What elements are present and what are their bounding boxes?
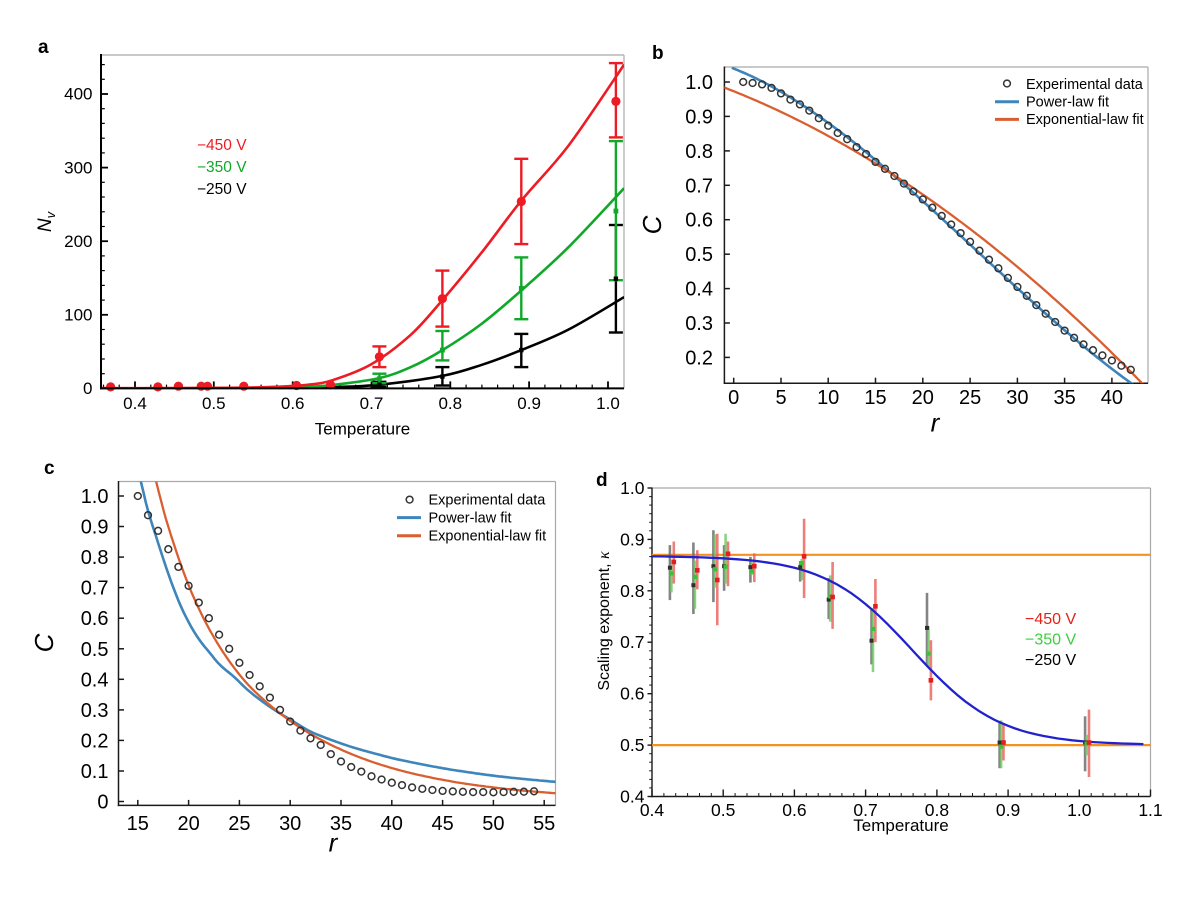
svg-text:0.7: 0.7 xyxy=(685,175,713,197)
svg-text:Exponential-law fit: Exponential-law fit xyxy=(1026,112,1144,128)
svg-text:0.4: 0.4 xyxy=(620,787,645,807)
svg-text:−250 V: −250 V xyxy=(197,181,247,198)
svg-text:0.3: 0.3 xyxy=(685,313,713,335)
svg-text:1.0: 1.0 xyxy=(685,72,713,94)
svg-text:d: d xyxy=(596,470,608,491)
svg-text:10: 10 xyxy=(817,387,839,409)
svg-text:C: C xyxy=(29,633,59,652)
svg-text:0.6: 0.6 xyxy=(685,210,713,232)
svg-text:40: 40 xyxy=(1101,387,1123,409)
svg-text:0.7: 0.7 xyxy=(620,632,644,652)
svg-text:0.5: 0.5 xyxy=(81,639,109,661)
svg-text:−250 V: −250 V xyxy=(1025,652,1076,669)
svg-text:0.8: 0.8 xyxy=(438,394,462,413)
svg-text:0.2: 0.2 xyxy=(81,730,109,752)
svg-text:Scaling exponent, κ: Scaling exponent, κ xyxy=(596,551,613,691)
svg-text:Power-law fit: Power-law fit xyxy=(1026,95,1109,111)
svg-text:1.0: 1.0 xyxy=(596,394,620,413)
svg-text:200: 200 xyxy=(64,232,92,251)
svg-text:25: 25 xyxy=(228,813,250,835)
svg-text:0.4: 0.4 xyxy=(640,800,665,820)
svg-text:b: b xyxy=(652,43,664,64)
svg-text:0: 0 xyxy=(97,792,108,814)
svg-text:20: 20 xyxy=(912,387,934,409)
svg-text:15: 15 xyxy=(127,813,149,835)
svg-text:0.2: 0.2 xyxy=(685,347,713,369)
svg-text:30: 30 xyxy=(279,813,301,835)
svg-text:30: 30 xyxy=(1006,387,1028,409)
svg-text:−450 V: −450 V xyxy=(1025,611,1076,628)
svg-text:40: 40 xyxy=(381,813,403,835)
svg-text:0.9: 0.9 xyxy=(517,394,541,413)
svg-text:0.4: 0.4 xyxy=(81,669,109,691)
svg-text:0.9: 0.9 xyxy=(996,800,1020,820)
svg-text:0.8: 0.8 xyxy=(81,547,109,569)
svg-text:C: C xyxy=(637,215,667,234)
svg-text:0.7: 0.7 xyxy=(81,578,109,600)
svg-text:0.8: 0.8 xyxy=(925,800,949,820)
svg-text:0.6: 0.6 xyxy=(782,800,806,820)
svg-text:0.6: 0.6 xyxy=(81,608,109,630)
svg-text:0.7: 0.7 xyxy=(360,394,384,413)
svg-text:Experimental data: Experimental data xyxy=(429,492,547,508)
svg-text:1.0: 1.0 xyxy=(1067,800,1092,820)
svg-text:0: 0 xyxy=(83,379,92,398)
svg-text:0.5: 0.5 xyxy=(620,735,644,755)
svg-text:Experimental data: Experimental data xyxy=(1026,77,1144,93)
svg-text:300: 300 xyxy=(64,158,92,177)
svg-text:1.0: 1.0 xyxy=(81,486,109,508)
svg-text:−350 V: −350 V xyxy=(197,159,247,176)
svg-text:0.9: 0.9 xyxy=(620,529,644,549)
svg-text:0.4: 0.4 xyxy=(685,279,713,301)
svg-text:50: 50 xyxy=(482,813,504,835)
svg-text:0.5: 0.5 xyxy=(685,244,713,266)
svg-text:0.1: 0.1 xyxy=(81,761,109,783)
svg-text:100: 100 xyxy=(64,306,92,325)
svg-text:0.8: 0.8 xyxy=(685,141,713,163)
svg-text:0: 0 xyxy=(728,387,739,409)
svg-text:Power-law fit: Power-law fit xyxy=(429,510,512,526)
svg-text:Temperature: Temperature xyxy=(853,816,948,835)
svg-text:35: 35 xyxy=(1053,387,1075,409)
svg-text:1.1: 1.1 xyxy=(1138,800,1162,820)
svg-text:400: 400 xyxy=(64,85,92,104)
svg-text:35: 35 xyxy=(330,813,352,835)
svg-text:0.6: 0.6 xyxy=(620,684,644,704)
svg-text:25: 25 xyxy=(959,387,981,409)
svg-text:r: r xyxy=(931,408,941,438)
svg-text:0.9: 0.9 xyxy=(685,106,713,128)
svg-text:1.0: 1.0 xyxy=(620,478,645,498)
svg-text:0.9: 0.9 xyxy=(81,517,109,539)
svg-text:r: r xyxy=(329,828,339,858)
svg-text:−350 V: −350 V xyxy=(1025,632,1076,649)
svg-text:a: a xyxy=(38,37,49,58)
svg-text:0.3: 0.3 xyxy=(81,700,109,722)
svg-text:c: c xyxy=(44,458,55,479)
svg-text:20: 20 xyxy=(177,813,199,835)
svg-text:Temperature: Temperature xyxy=(315,420,410,439)
svg-text:0.7: 0.7 xyxy=(853,800,877,820)
svg-text:0.8: 0.8 xyxy=(620,581,644,601)
svg-text:0.4: 0.4 xyxy=(123,394,147,413)
svg-text:0.5: 0.5 xyxy=(711,800,735,820)
svg-text:Exponential-law fit: Exponential-law fit xyxy=(429,529,547,545)
svg-text:45: 45 xyxy=(431,813,453,835)
svg-text:5: 5 xyxy=(775,387,786,409)
svg-text:15: 15 xyxy=(864,387,886,409)
svg-text:−450 V: −450 V xyxy=(197,137,247,154)
svg-text:55: 55 xyxy=(533,813,555,835)
svg-text:0.6: 0.6 xyxy=(281,394,305,413)
svg-text:0.5: 0.5 xyxy=(202,394,226,413)
